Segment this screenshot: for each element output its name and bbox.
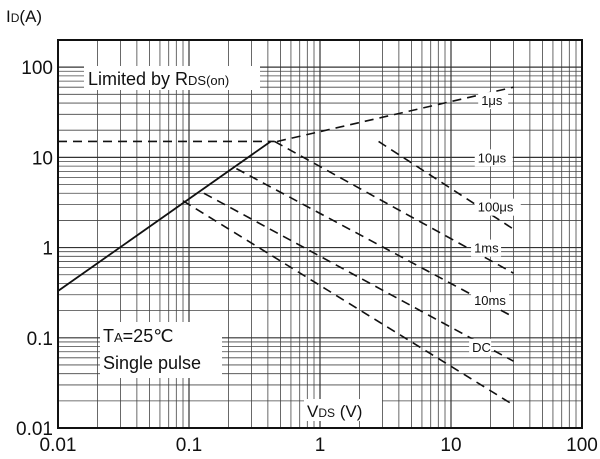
soa-limit-line — [58, 140, 272, 292]
x-axis-title-bg — [304, 399, 382, 421]
x-tick-label: 10 — [440, 435, 461, 456]
x-axis-title: VDS (V) — [307, 402, 362, 421]
curve-label-bg — [471, 292, 510, 310]
curve-label-bg — [469, 338, 492, 356]
ambient-temperature-sub: A — [114, 330, 123, 345]
soa-curve-10s — [378, 140, 514, 230]
curve-label: 100μs — [478, 200, 514, 215]
curve-label: 10ms — [474, 293, 506, 308]
x-tick-label: 0.01 — [40, 435, 77, 456]
y-axis-title-unit: (A) — [19, 7, 42, 26]
y-axis-title-sub: D — [11, 11, 20, 25]
x-tick-label: 1 — [315, 435, 326, 456]
curve-label-bg — [471, 239, 502, 257]
grid-minor-vertical — [97, 40, 577, 428]
x-tick-label: 0.1 — [176, 435, 202, 456]
y-tick-label: 1 — [42, 239, 53, 260]
soa-curve-DC — [182, 200, 514, 406]
y-tick-label: 0.1 — [27, 329, 53, 350]
x-axis-title-sub: DS — [318, 406, 335, 420]
curve-label: DC — [472, 340, 491, 355]
x-axis-title-main: V — [307, 402, 319, 421]
ambient-temperature-main: T — [103, 326, 114, 346]
soa-curve-1s — [276, 86, 514, 143]
x-axis-title-unit: (V) — [335, 402, 362, 421]
curve-label: 10μs — [478, 150, 507, 165]
soa-curve-10ms — [203, 192, 514, 362]
y-axis-title: ID(A) — [6, 7, 42, 26]
ambient-temperature-value: =25℃ — [123, 326, 174, 346]
conditions-label-bg — [100, 322, 222, 378]
rds-limit-label-sub: DS(on) — [188, 73, 229, 88]
x-tick-label: 100 — [566, 435, 598, 456]
soa-curve-1ms — [236, 167, 514, 318]
rds-limit-label-prefix: Limited by R — [88, 69, 188, 89]
curve-label-bg — [474, 149, 513, 167]
y-tick-labels: 0.01 0.1 1 10 100 — [16, 58, 53, 440]
x-tick-labels: 0.01 0.1 1 10 100 — [40, 435, 598, 456]
y-tick-label: 0.01 — [16, 419, 53, 440]
y-tick-label: 10 — [32, 148, 53, 169]
plot-frame — [57, 39, 583, 429]
curve-label: 1μs — [481, 93, 503, 108]
curve-labels: 1μs 10μs 100μs 1ms 10ms DC — [469, 92, 521, 356]
y-axis-title-main: I — [6, 7, 11, 26]
y-tick-label: 100 — [21, 58, 53, 79]
ambient-temperature-label: TA=25℃ — [103, 326, 173, 346]
rds-limit-label: Limited by RDS(on) — [88, 69, 229, 89]
rds-limit-label-bg — [84, 66, 260, 90]
curve-label-bg — [474, 198, 521, 216]
curve-label-bg — [478, 92, 509, 110]
curve-label: 1ms — [474, 241, 499, 256]
single-pulse-label: Single pulse — [103, 353, 201, 373]
